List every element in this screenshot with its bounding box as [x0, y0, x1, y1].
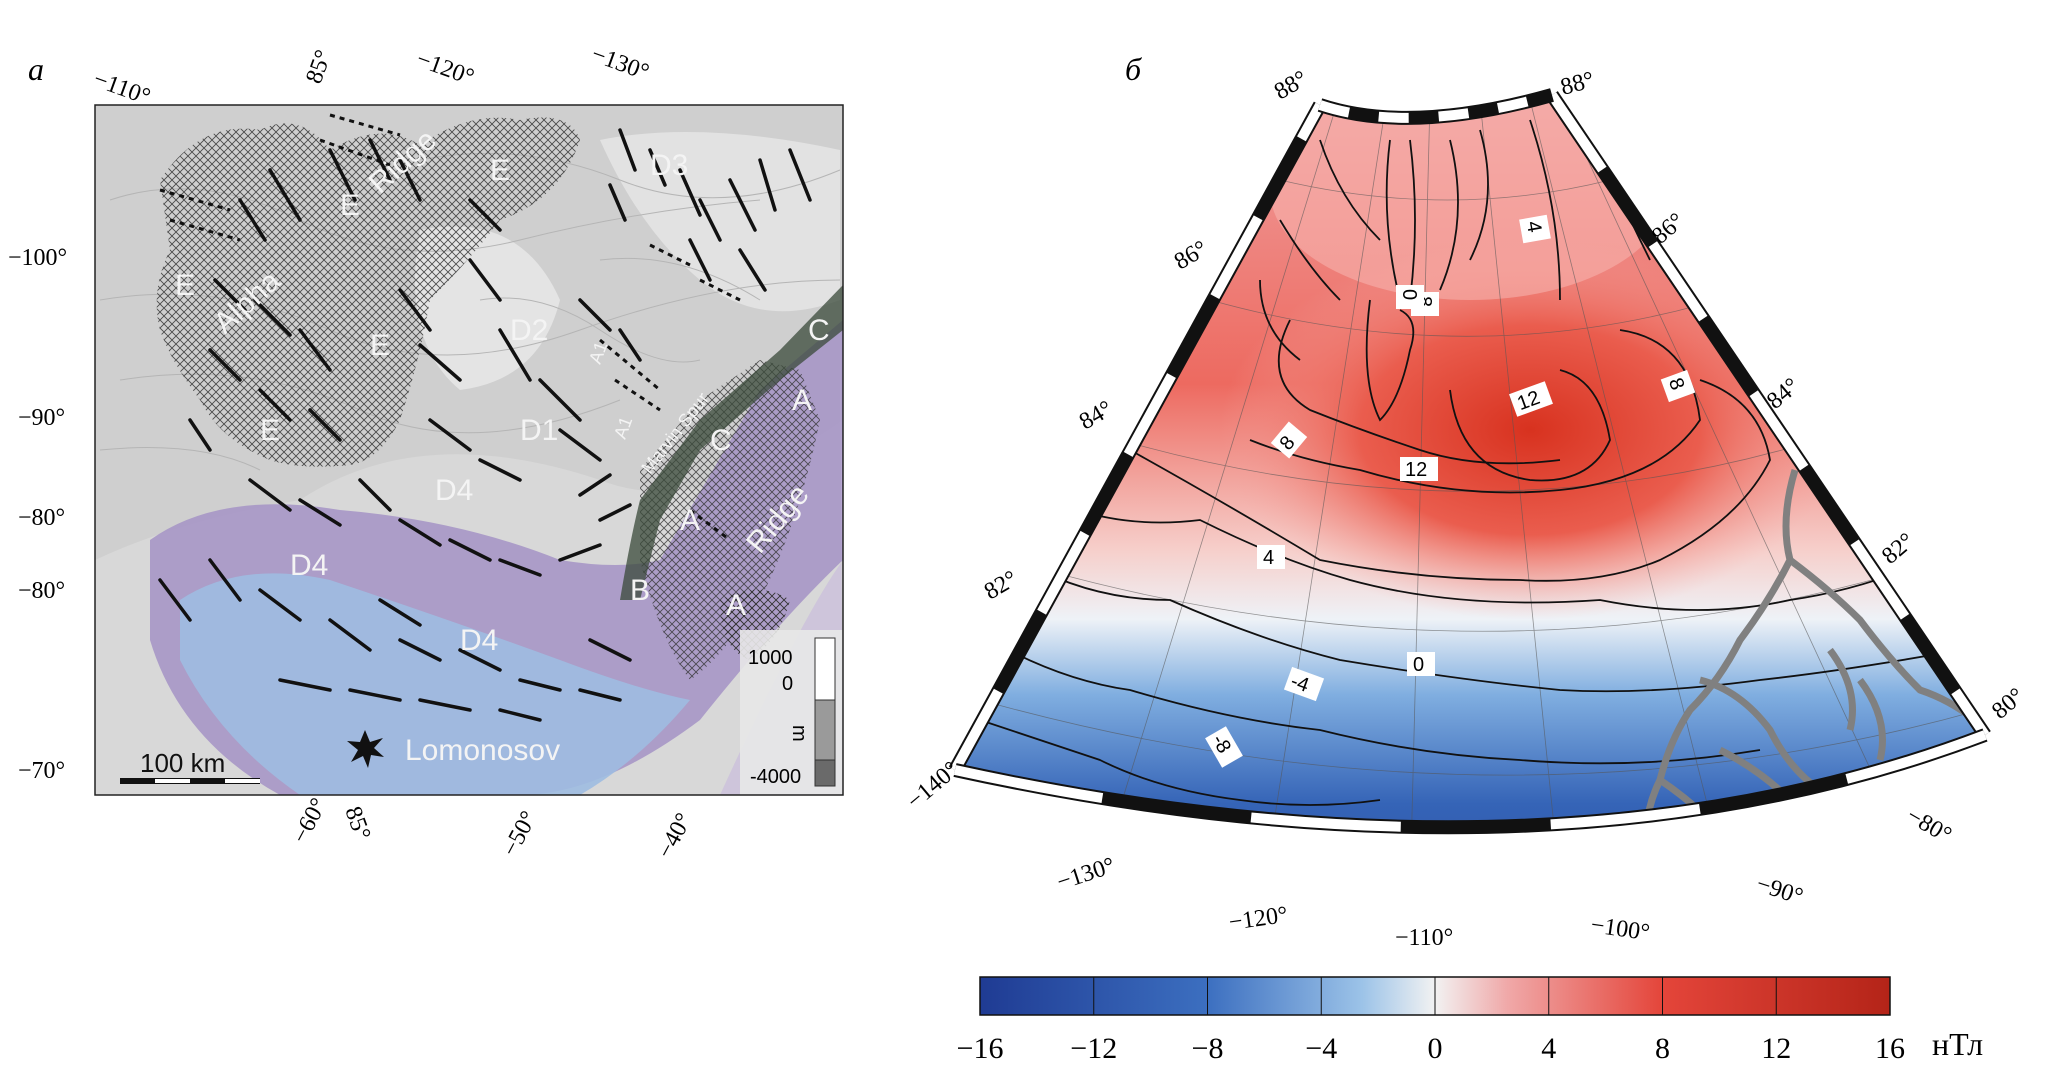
coord-label: 80°: [1987, 683, 2029, 725]
depth-tick: 0: [782, 673, 793, 695]
contour-label: 4: [1263, 547, 1274, 569]
colorbar-tick: −16: [957, 1032, 1004, 1065]
panel-a-frame: [94, 104, 844, 796]
panel-a-map: E E E E E E Alpha Ridge D1 D2 D3 D4 D4 D…: [95, 105, 843, 795]
coord-label: −110°: [90, 66, 154, 110]
coord-label: −120°: [413, 46, 477, 91]
coord-label: −80°: [1902, 803, 1956, 849]
region-label-d3: D3: [650, 149, 688, 182]
region-label-a: A: [726, 589, 746, 622]
coord-label: −90°: [18, 405, 65, 431]
region-label-a: A: [792, 384, 812, 417]
region-label-b: B: [630, 574, 650, 607]
colorbar: −16 −12 −8 −4 0 4 8 12 16 нТл: [957, 976, 1983, 1065]
coord-label: −130°: [588, 41, 652, 86]
region-label-e: E: [175, 269, 195, 302]
region-label-d1: D1: [520, 414, 558, 447]
colorbar-tick: 8: [1655, 1032, 1670, 1065]
colorbar-unit: нТл: [1932, 1026, 1983, 1062]
depth-legend: 1000 0 -4000 m: [740, 630, 843, 795]
panel-b-frame: [948, 88, 1991, 835]
region-label-d4: D4: [290, 549, 328, 582]
coord-label: −90°: [1753, 871, 1806, 910]
star-icon: [347, 730, 384, 768]
colorbar-tick: −4: [1305, 1032, 1337, 1065]
coord-label: 82°: [980, 566, 1022, 605]
coord-label: 85°: [301, 47, 337, 87]
contour-label: 4: [1522, 219, 1546, 234]
panel-b-label: б: [1125, 51, 1142, 87]
colorbar-tick: 4: [1541, 1032, 1556, 1065]
region-label-e: E: [490, 154, 510, 187]
colorbar-tick: 16: [1875, 1032, 1905, 1065]
region-label-d2: D2: [510, 314, 548, 347]
colorbar-tick: −8: [1192, 1032, 1224, 1065]
depth-tick: -4000: [750, 766, 801, 788]
colorbar-tick: 12: [1761, 1032, 1791, 1065]
coord-label: −60°: [287, 794, 332, 848]
coord-label: −120°: [1227, 902, 1289, 936]
region-label-e: E: [370, 329, 390, 362]
coord-label: −130°: [1054, 853, 1118, 896]
panel-a-label: а: [28, 51, 44, 87]
region-label-d4: D4: [435, 474, 473, 507]
coord-label: −40°: [652, 809, 697, 863]
scale-bar: 100 km: [120, 748, 260, 784]
region-label-e: E: [340, 189, 360, 222]
coord-label: 86°: [1170, 236, 1212, 275]
coord-label: 85°: [339, 803, 375, 843]
panel-b: б: [902, 51, 2029, 1065]
contour-label: 12: [1405, 459, 1427, 481]
depth-unit: m: [788, 725, 810, 742]
coord-label: −80°: [18, 505, 65, 531]
coord-label: −100°: [1589, 912, 1651, 946]
coord-label: 84°: [1075, 396, 1117, 435]
contour-label: 0: [1398, 289, 1420, 300]
coord-label: 88°: [1558, 67, 1597, 101]
colorbar-tick: 0: [1428, 1032, 1443, 1065]
coord-label: −70°: [18, 758, 65, 784]
panel-a: а: [8, 41, 844, 863]
coord-label: 82°: [1877, 528, 1919, 570]
depth-tick: 1000: [748, 647, 793, 669]
scale-bar-label: 100 km: [140, 748, 225, 778]
region-label-d4: D4: [460, 624, 498, 657]
coord-label: 88°: [1270, 66, 1312, 105]
colorbar-tick: −12: [1070, 1032, 1117, 1065]
region-label-a: A: [680, 504, 700, 537]
region-label-c: C: [710, 424, 732, 457]
coord-label: −110°: [1395, 925, 1453, 951]
region-label-c: C: [808, 314, 830, 347]
coord-label: −50°: [497, 807, 542, 861]
coord-label: −100°: [8, 245, 67, 271]
coord-label: −80°: [18, 578, 65, 604]
region-label-lomonosov: Lomonosov: [405, 734, 560, 767]
region-label-e: E: [260, 414, 280, 447]
contour-label: 0: [1413, 654, 1424, 676]
